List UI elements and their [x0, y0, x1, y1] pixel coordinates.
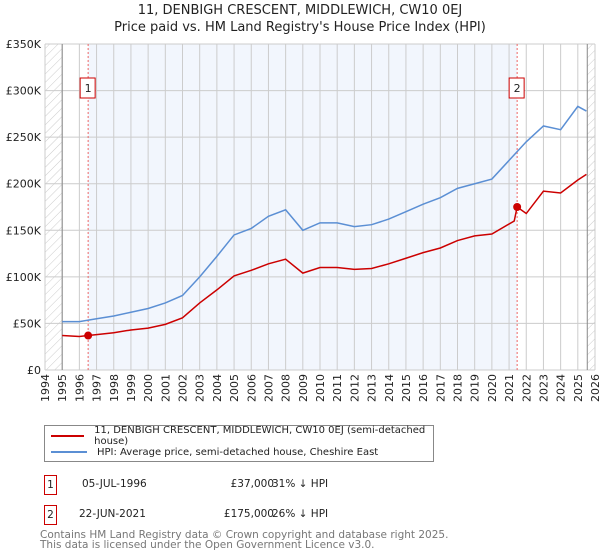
- x-tick-label: 2009: [297, 374, 310, 402]
- x-tick-label: 2024: [555, 374, 568, 402]
- sale-label-box: [79, 77, 96, 99]
- y-tick-label: £50K: [13, 317, 42, 330]
- x-tick-label: 2015: [400, 374, 413, 402]
- x-tick-label: 1998: [108, 374, 121, 402]
- sale-point: [84, 331, 93, 340]
- sale-badge: 1: [44, 475, 57, 495]
- table-row: 2 22-JUN-2021 £175,000 26% ↓ HPI: [44, 505, 444, 525]
- x-tick-label: 2025: [572, 374, 585, 402]
- x-tick-label: 1996: [73, 374, 86, 402]
- x-tick-label: 1994: [39, 374, 52, 402]
- chart: 1994 1995 1996 1997 1998 1999 2000 2001 2002 2003…: [6, 38, 600, 402]
- x-tick-label: 2017: [434, 374, 447, 402]
- legend-label-price: 11, DENBIGH CRESCENT, MIDDLEWICH, CW10 0…: [94, 425, 426, 447]
- sale-label-box: [508, 77, 525, 99]
- sale-price: £37,000: [230, 478, 274, 490]
- price-paid-line: [62, 173, 587, 338]
- sale-point: [513, 203, 522, 211]
- y-tick-label: £100K: [6, 271, 42, 284]
- x-tick-label: 2004: [211, 374, 224, 402]
- x-tick-label: 1997: [91, 374, 104, 402]
- x-tick-label: 2026: [589, 374, 600, 402]
- x-tick-label: 2023: [537, 374, 550, 402]
- hatch-left: [45, 44, 63, 370]
- x-tick-label: 2018: [452, 374, 465, 402]
- x-tick-label: 2007: [262, 374, 275, 402]
- sale-price: £175,000: [223, 508, 274, 520]
- legend-swatch-hpi: [51, 451, 87, 453]
- y-tick-label: £200K: [6, 178, 42, 191]
- x-tick-label: 2008: [280, 374, 293, 402]
- sale-date: 22-JUN-2021: [79, 508, 146, 520]
- sale-hpi-diff: 26% ↓ HPI: [272, 508, 329, 520]
- x-tick-label: 2016: [417, 374, 430, 402]
- sale-date: 05-JUL-1996: [82, 478, 147, 490]
- sale-label: 1: [85, 82, 92, 95]
- y-tick-label: £300K: [6, 85, 42, 98]
- x-tick-label: 2001: [159, 374, 172, 402]
- legend-label-hpi: HPI: Average price, semi-detached house,…: [97, 446, 379, 458]
- sale-label: 2: [514, 82, 521, 95]
- x-tick-label: 2021: [503, 374, 516, 402]
- y-tick-label: £350K: [6, 38, 42, 51]
- chart-title: 11, DENBIGH CRESCENT, MIDDLEWICH, CW10 0…: [114, 3, 486, 35]
- x-tick-label: 2010: [314, 374, 327, 402]
- hpi-line: [62, 105, 587, 323]
- sale-badge: 2: [44, 505, 57, 525]
- hatch-right: [587, 44, 595, 370]
- legend: 11, DENBIGH CRESCENT, MIDDLEWICH, CW10 0…: [44, 425, 434, 462]
- x-tick-label: 2011: [331, 374, 344, 402]
- x-tick-label: 1999: [125, 374, 138, 402]
- x-tick-label: 2020: [486, 374, 499, 402]
- table-row: 1 05-JUL-1996 £37,000 31% ↓ HPI: [44, 475, 444, 495]
- x-tick-label: 2005: [228, 374, 241, 402]
- x-tick-label: 2019: [469, 374, 482, 402]
- x-tick-label: 1995: [56, 374, 69, 402]
- sale-hpi-diff: 31% ↓ HPI: [272, 478, 329, 490]
- x-tick-label: 2013: [366, 374, 379, 402]
- y-tick-label: £250K: [6, 131, 42, 144]
- x-tick-label: 2014: [383, 374, 396, 402]
- x-tick-label: 2002: [177, 374, 190, 402]
- x-tick-label: 2003: [194, 374, 207, 402]
- y-tick-label: £0: [27, 364, 41, 377]
- footer: Contains HM Land Registry data © Crown c…: [40, 529, 449, 551]
- y-tick-label: £150K: [6, 224, 42, 237]
- x-tick-label: 2022: [520, 374, 533, 402]
- x-tick-label: 2006: [245, 374, 258, 402]
- legend-swatch-price: [51, 435, 85, 437]
- x-tick-label: 2000: [142, 374, 155, 402]
- x-tick-label: 2012: [348, 374, 361, 402]
